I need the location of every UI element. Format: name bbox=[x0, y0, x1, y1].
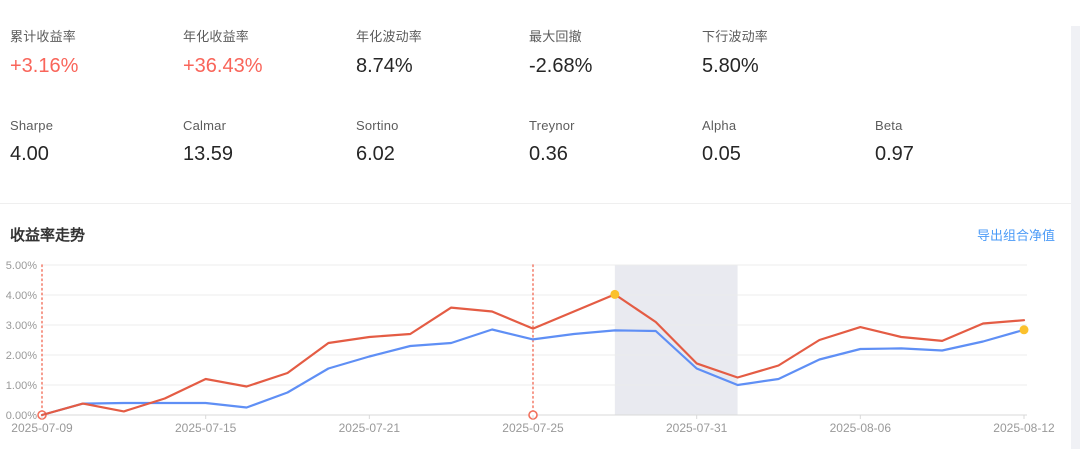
metric-value: 13.59 bbox=[183, 143, 234, 165]
returns-chart-container: 0.00% 1.00% 2.00% 3.00% 4.00% 5.00% 2025-07-09… bbox=[0, 251, 1080, 446]
metric-label: Calmar bbox=[183, 118, 227, 133]
metric-value: 0.36 bbox=[529, 143, 568, 165]
drawdown-region bbox=[614, 265, 738, 415]
y-tick-label: 0.00% bbox=[6, 410, 37, 422]
metric-label: 下行波动率 bbox=[702, 29, 769, 44]
metric-label: 年化波动率 bbox=[356, 29, 423, 44]
metric-value: -2.68% bbox=[529, 55, 593, 77]
metric-max-drawdown: 最大回撤 -2.68% bbox=[529, 26, 702, 78]
metric-value: 5.80% bbox=[702, 55, 759, 77]
metric-annualized-volatility: 年化波动率 8.74% bbox=[356, 26, 529, 78]
y-tick-label: 1.00% bbox=[6, 380, 37, 392]
x-tick-label: 2025-07-31 bbox=[666, 421, 728, 435]
x-tick-label: 2025-07-21 bbox=[339, 421, 401, 435]
metric-label: 年化收益率 bbox=[183, 29, 250, 44]
metric-cumulative-return: 累计收益率 +3.16% bbox=[10, 26, 183, 78]
metrics-row-ratios: Sharpe 4.00 Calmar 13.59 Sortino 6.02 Tr… bbox=[10, 118, 1080, 166]
metric-value: 8.74% bbox=[356, 55, 413, 77]
metric-label: Treynor bbox=[529, 118, 575, 133]
metric-label: Alpha bbox=[702, 118, 737, 133]
x-tick-label: 2025-08-06 bbox=[830, 421, 892, 435]
x-tick-label: 2025-08-12 bbox=[993, 421, 1055, 435]
section-title: 收益率走势 bbox=[10, 227, 86, 244]
metric-alpha: Alpha 0.05 bbox=[702, 118, 875, 166]
metric-label: Sortino bbox=[356, 118, 399, 133]
y-tick-label: 3.00% bbox=[6, 320, 37, 332]
y-tick-label: 5.00% bbox=[6, 260, 37, 272]
returns-line-chart[interactable]: 0.00% 1.00% 2.00% 3.00% 4.00% 5.00% 2025-07-09… bbox=[0, 251, 1080, 441]
metrics-row-returns: 累计收益率 +3.16% 年化收益率 +36.43% 年化波动率 8.74% 最… bbox=[10, 26, 1080, 78]
chart-section-header: 收益率走势 导出组合净值 bbox=[0, 224, 1080, 245]
y-tick-label: 2.00% bbox=[6, 350, 37, 362]
metric-label: Sharpe bbox=[10, 118, 54, 133]
x-tick-label: 2025-07-09 bbox=[11, 421, 73, 435]
highlight-point-marker[interactable] bbox=[610, 289, 620, 299]
metric-value: 6.02 bbox=[356, 143, 395, 165]
metric-value: 4.00 bbox=[10, 143, 49, 165]
metric-label: 累计收益率 bbox=[10, 29, 77, 44]
metric-value: 0.97 bbox=[875, 143, 914, 165]
y-tick-label: 4.00% bbox=[6, 290, 37, 302]
x-tick-label: 2025-07-15 bbox=[175, 421, 237, 435]
series_blue-line[interactable] bbox=[40, 328, 1026, 417]
x-tick-label: 2025-07-25 bbox=[502, 421, 564, 435]
metric-value: +3.16% bbox=[10, 55, 79, 77]
metric-sortino: Sortino 6.02 bbox=[356, 118, 529, 166]
metric-annualized-return: 年化收益率 +36.43% bbox=[183, 26, 356, 78]
metric-label: 最大回撤 bbox=[529, 29, 582, 44]
series_red-line[interactable] bbox=[40, 293, 1026, 417]
metric-treynor: Treynor 0.36 bbox=[529, 118, 702, 166]
metric-sharpe: Sharpe 4.00 bbox=[10, 118, 183, 166]
metrics-panel: 累计收益率 +3.16% 年化收益率 +36.43% 年化波动率 8.74% 最… bbox=[0, 26, 1080, 166]
scrollbar-track[interactable] bbox=[1071, 26, 1080, 449]
metric-beta: Beta 0.97 bbox=[875, 118, 1048, 166]
metric-calmar: Calmar 13.59 bbox=[183, 118, 356, 166]
metric-downside-volatility: 下行波动率 5.80% bbox=[702, 26, 875, 78]
section-divider bbox=[0, 203, 1080, 204]
highlight-point-marker[interactable] bbox=[1019, 325, 1029, 335]
metric-value: +36.43% bbox=[183, 55, 263, 77]
metric-value: 0.05 bbox=[702, 143, 741, 165]
metric-label: Beta bbox=[875, 118, 903, 133]
export-portfolio-nav-link[interactable]: 导出组合净值 bbox=[976, 228, 1055, 243]
